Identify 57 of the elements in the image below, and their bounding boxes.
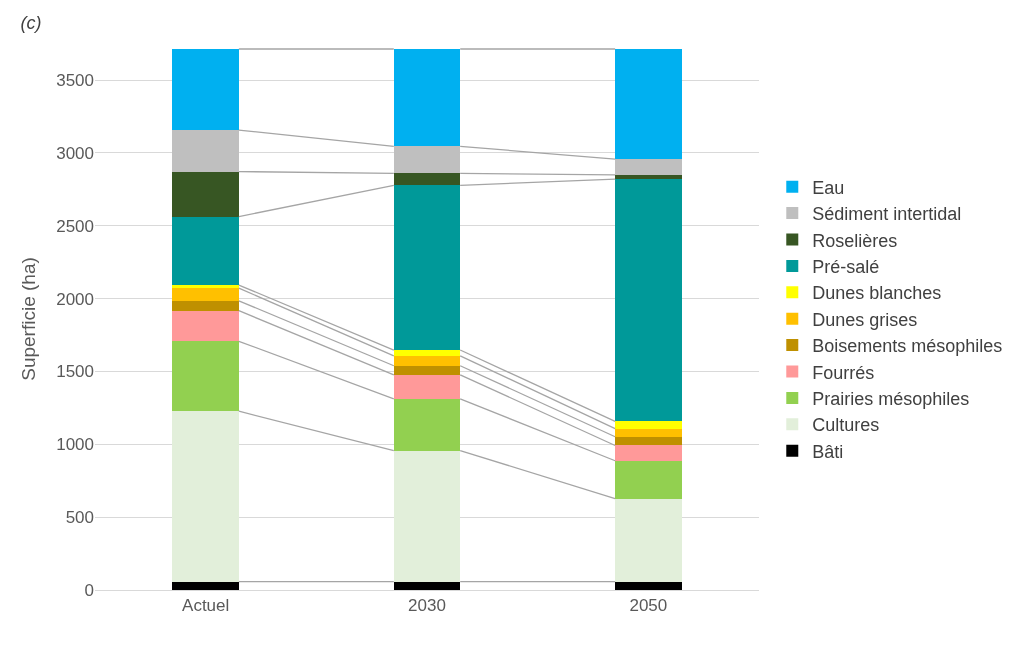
x-tick-label: 2030 <box>408 596 446 616</box>
bar <box>615 175 682 179</box>
bar <box>394 49 460 146</box>
bar <box>172 130 239 172</box>
bar <box>394 185 460 350</box>
y-tick-label: 2500 <box>56 216 94 236</box>
legend-label: Pré-salé <box>812 256 880 277</box>
legend-label: Boisements mésophiles <box>812 336 1003 357</box>
bar <box>172 311 239 341</box>
y-tick-label: 3500 <box>56 71 94 90</box>
bar <box>172 285 239 288</box>
legend-label: Fourrés <box>812 362 875 383</box>
legend-label: Dunes grises <box>812 309 918 330</box>
bar <box>394 399 460 451</box>
bar <box>615 159 682 175</box>
bar <box>615 437 682 445</box>
bar <box>615 445 682 461</box>
bar <box>172 341 239 411</box>
bar <box>172 49 239 130</box>
legend-label: Prairies mésophiles <box>812 388 970 409</box>
bar <box>394 582 460 590</box>
bar <box>172 301 239 311</box>
bar <box>394 366 460 375</box>
x-tick-label: 2050 <box>629 596 668 616</box>
y-tick-label: 500 <box>65 508 94 528</box>
chart-title: (c) <box>20 12 42 33</box>
y-tick-label: 0 <box>84 580 94 600</box>
legend-label: Roselières <box>812 230 898 251</box>
bar <box>172 172 239 217</box>
bar <box>615 461 682 499</box>
y-tick-label: 1500 <box>56 362 94 382</box>
bar <box>615 429 682 437</box>
bar <box>394 451 460 582</box>
y-axis-title: Superficie (ha) <box>18 257 40 381</box>
bar <box>394 350 460 356</box>
bar <box>394 375 460 399</box>
legend-label: Cultures <box>812 415 880 436</box>
bar <box>172 217 239 285</box>
bar <box>394 356 460 366</box>
bar <box>172 288 239 301</box>
x-tick-label: Actuel <box>182 596 230 616</box>
bar <box>615 499 682 582</box>
legend-label: Sédiment intertidal <box>812 204 962 225</box>
bar <box>615 421 682 429</box>
y-tick-label: 1000 <box>56 435 94 455</box>
bar <box>615 49 682 159</box>
bar <box>394 173 460 185</box>
legend-label: Dunes blanches <box>812 283 942 304</box>
bar <box>172 582 239 590</box>
legend-label: Eau <box>812 177 845 198</box>
bar <box>394 146 460 173</box>
bar <box>615 582 682 590</box>
bar <box>615 179 682 421</box>
y-tick-label: 2000 <box>56 289 94 309</box>
y-tick-label: 3000 <box>56 143 94 163</box>
legend-label: Bâti <box>812 441 844 462</box>
bar <box>172 411 239 582</box>
